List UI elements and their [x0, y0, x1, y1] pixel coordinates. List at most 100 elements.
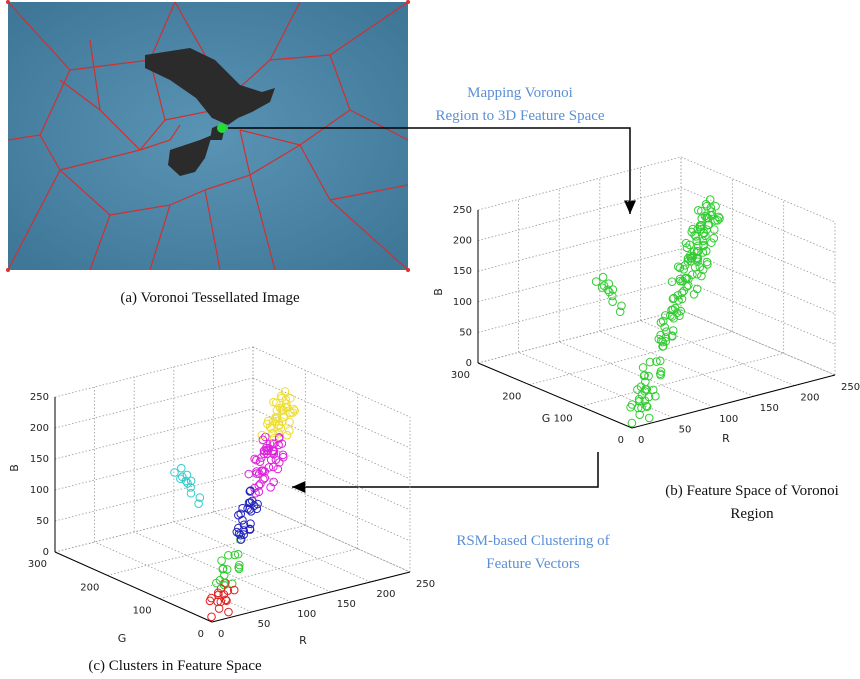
scatter-point: [688, 224, 698, 234]
scatter-point: [213, 588, 223, 598]
scatter-point: [233, 549, 243, 559]
scatter-point: [656, 330, 665, 340]
axis-line: [54, 551, 213, 623]
scatter-point: [660, 322, 669, 332]
scatter-point: [230, 550, 240, 560]
axis-label: G: [118, 632, 127, 645]
scatter-point: [205, 596, 215, 606]
scatter-point: [698, 248, 708, 257]
grid-line: [252, 470, 411, 542]
scatter-point: [682, 282, 692, 291]
scatter-point: [692, 236, 702, 246]
scatter-point: [711, 201, 720, 211]
scatter-point: [591, 277, 601, 286]
axis-label: G: [542, 412, 551, 425]
scatter-point: [645, 357, 655, 367]
scatter-point: [234, 529, 244, 538]
grid-line: [252, 439, 411, 511]
scatter-point: [598, 272, 608, 282]
arrow: [228, 127, 636, 214]
scatter-point: [286, 393, 295, 403]
tick-label: 50: [459, 327, 472, 338]
scatter-point: [608, 297, 617, 306]
scatter-point: [668, 294, 678, 304]
scatter-point: [627, 418, 637, 428]
scatter-point: [651, 391, 660, 401]
grid-line: [477, 309, 682, 364]
scatter-point: [608, 285, 618, 294]
scatter-point: [686, 257, 696, 266]
scatter-point: [239, 530, 248, 539]
arrow-label: Feature Vectors: [486, 556, 580, 572]
scatter-point: [170, 468, 179, 477]
grid-line: [107, 524, 306, 576]
scatter-point: [667, 312, 677, 321]
scatter-point: [714, 212, 723, 222]
scatter-point: [250, 454, 259, 464]
scatter-point: [657, 336, 666, 345]
scatter-point: [224, 607, 233, 617]
scatter-point: [642, 402, 652, 412]
scatter-point: [251, 488, 260, 498]
tick-label: 150: [30, 454, 49, 465]
tick-label: 200: [80, 582, 99, 593]
grid-line: [94, 541, 252, 613]
scatter-point: [635, 410, 644, 419]
scatter-point: [666, 311, 675, 320]
scatter-point: [267, 424, 276, 433]
scatter-point: [697, 271, 706, 281]
caption: Region: [730, 506, 774, 522]
scatter-point: [282, 399, 291, 408]
axis-line: [477, 362, 633, 429]
scatter-point: [256, 479, 265, 489]
scatter-point: [633, 385, 642, 394]
scatter-point: [254, 481, 264, 490]
scatter-point: [239, 526, 248, 535]
scatter-point: [221, 595, 230, 605]
scatter-point: [236, 509, 246, 519]
scatter-point: [707, 207, 716, 216]
scatter-point: [640, 370, 649, 380]
arrow-label: RSM-based Clustering of: [456, 533, 609, 549]
scatter-point: [255, 457, 265, 466]
tick-label: 0: [43, 547, 49, 558]
scatter-point: [289, 404, 298, 414]
tick-label: 150: [453, 266, 472, 277]
tick-label: 100: [554, 413, 573, 424]
scatter-point: [269, 449, 278, 459]
scatter-point: [245, 487, 255, 496]
scatter-point: [176, 474, 185, 484]
scatter-point: [693, 241, 703, 251]
scatter-point: [696, 224, 706, 234]
scatter-point: [655, 356, 665, 366]
scatter-point: [691, 232, 701, 241]
scatter-point: [690, 262, 700, 272]
scatter-point: [667, 277, 677, 286]
scatter-point: [709, 233, 719, 243]
scatter-point: [246, 519, 255, 528]
tick-label: 300: [451, 370, 470, 381]
scatter-point: [615, 307, 625, 317]
scatter-point: [271, 398, 281, 408]
tick-label: 200: [376, 589, 395, 600]
grid-line: [477, 279, 682, 333]
arrow-label: Region to 3D Feature Space: [435, 108, 604, 124]
scatter-point: [245, 524, 255, 534]
tick-label: 100: [719, 414, 738, 425]
scatter-point: [268, 428, 277, 438]
tick-label: 200: [30, 423, 49, 434]
tick-label: 200: [502, 392, 521, 403]
scatter-point: [207, 612, 216, 622]
scatter-point: [681, 273, 690, 283]
scatter-point: [258, 435, 268, 445]
scatter-point: [667, 331, 677, 340]
scatter-point: [234, 523, 243, 533]
scatter-point: [234, 563, 244, 572]
scatter-point: [597, 283, 607, 292]
scatter-point: [274, 440, 283, 450]
scatter-point: [246, 486, 255, 496]
scatter-point: [266, 455, 276, 465]
axis-label: B: [432, 288, 445, 296]
grid-line: [252, 501, 411, 573]
